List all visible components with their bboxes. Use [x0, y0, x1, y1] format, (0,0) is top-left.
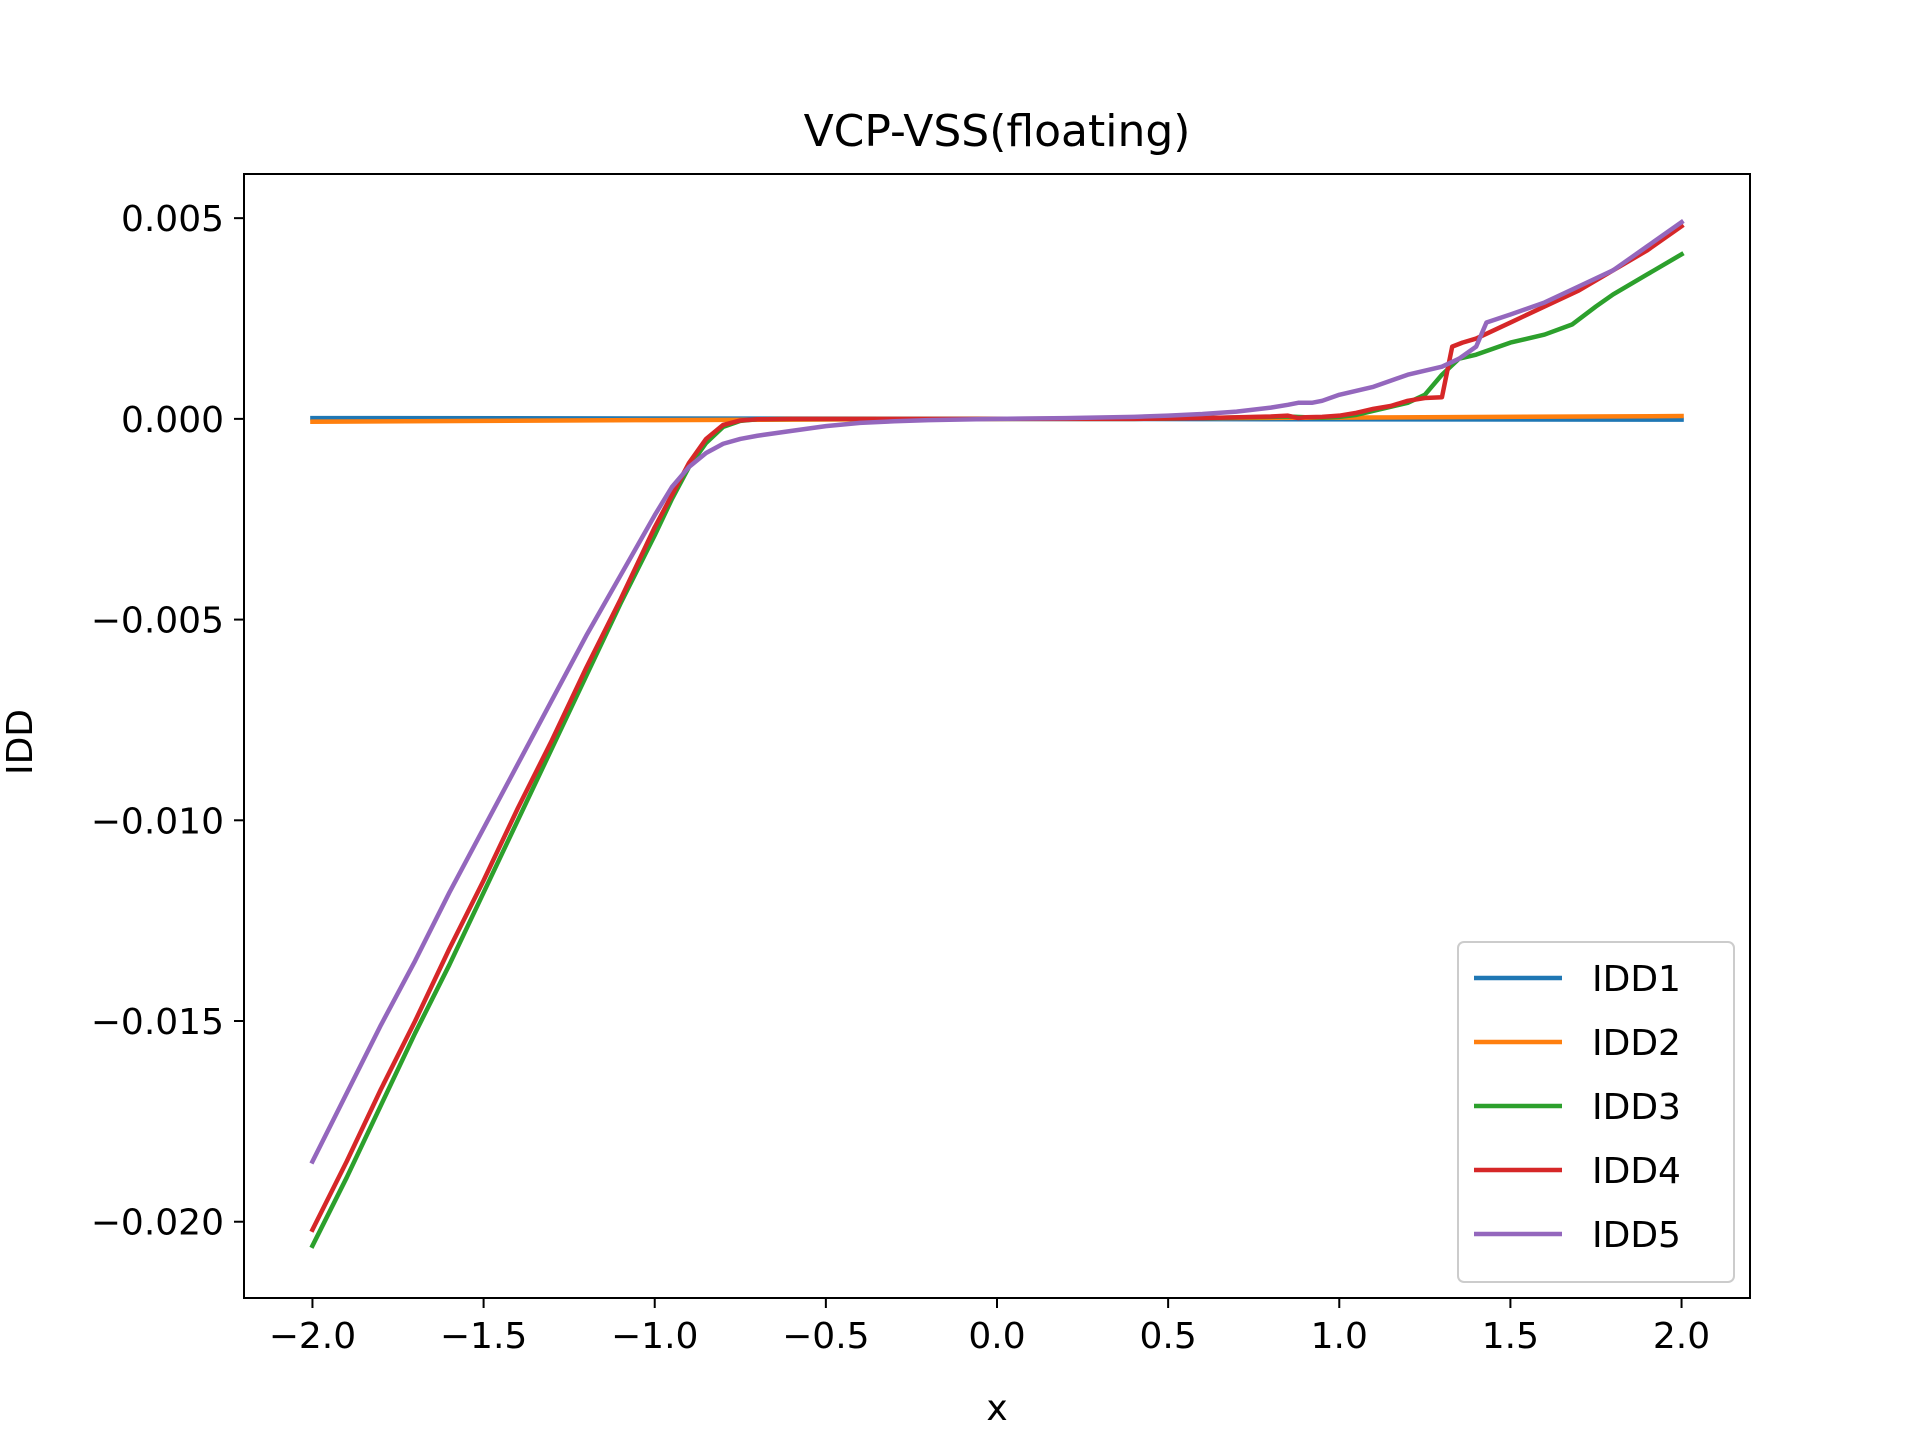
series-line-idd5	[309, 219, 1685, 1165]
plot-frame	[243, 173, 1751, 1299]
y-tick-label: 0.005	[121, 199, 224, 240]
x-tick-label: 2.0	[1653, 1316, 1710, 1357]
y-tick-label: 0.000	[121, 400, 224, 441]
legend-label-idd5: IDD5	[1592, 1215, 1681, 1256]
x-axis-label: x	[986, 1388, 1007, 1429]
legend-label-idd4: IDD4	[1592, 1151, 1681, 1192]
chart-title: VCP-VSS(floating)	[804, 106, 1191, 157]
x-tick-label: −1.0	[611, 1316, 698, 1357]
x-tick-label: −0.5	[782, 1316, 869, 1357]
plot-lines	[309, 219, 1685, 1249]
x-tick-label: 1.5	[1482, 1316, 1539, 1357]
legend-label-idd1: IDD1	[1592, 959, 1681, 1000]
legend-label-idd2: IDD2	[1592, 1023, 1681, 1064]
y-axis-label: IDD	[0, 709, 41, 775]
x-tick-label: 0.5	[1140, 1316, 1197, 1357]
y-tick-label: −0.015	[91, 1002, 224, 1043]
legend-label-idd3: IDD3	[1592, 1087, 1681, 1128]
y-tick-label: −0.005	[91, 601, 224, 642]
x-axis-ticks: −2.0 −1.5 −1.0 −0.5 0.0 0.5 1.0 1.5 2.0	[269, 1298, 1710, 1357]
legend-box	[1457, 941, 1735, 1283]
x-tick-label: −1.5	[440, 1316, 527, 1357]
y-axis-ticks: 0.005 0.000 −0.005 −0.010 −0.015 −0.020	[91, 199, 244, 1244]
y-tick-label: −0.010	[91, 801, 224, 842]
y-tick-label: −0.020	[91, 1203, 224, 1244]
x-tick-label: −2.0	[269, 1316, 356, 1357]
legend: IDD1 IDD2 IDD3 IDD4 IDD5	[1457, 941, 1735, 1283]
x-tick-label: 1.0	[1311, 1316, 1368, 1357]
x-tick-label: 0.0	[968, 1316, 1025, 1357]
